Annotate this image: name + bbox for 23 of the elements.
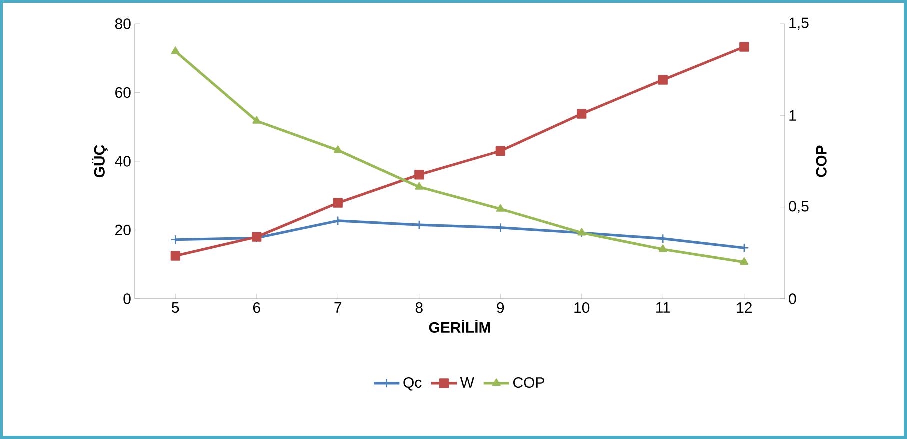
x-tick-label: 11 (656, 302, 670, 313)
x-tick-label: 7 (334, 302, 342, 313)
y-tick-label: 0 (124, 294, 131, 304)
legend-label: Qc (404, 377, 422, 391)
x-tick-label: 12 (737, 302, 752, 314)
y2-tick-label: 0 (789, 294, 796, 304)
y2-axis-title: COP (816, 146, 827, 178)
legend-label: COP (513, 377, 544, 388)
x-tick-label: 5 (172, 302, 180, 313)
legend-label: W (460, 378, 474, 388)
x-tick-label: 6 (253, 302, 260, 314)
x-tick-label: 9 (497, 302, 504, 314)
y2-tick-label: 1,5 (790, 18, 809, 30)
y-tick-label: 60 (116, 87, 131, 98)
y-axis-title: GÜÇ (92, 145, 108, 178)
y-tick-label: 40 (115, 156, 131, 167)
x-tick-label: 10 (574, 302, 590, 314)
x-tick-label: 8 (416, 302, 423, 314)
y-tick-label: 20 (116, 224, 131, 236)
x-axis-title: GERİLİM (429, 320, 490, 334)
y2-tick-label: 0,5 (789, 201, 809, 214)
y2-tick-label: 1 (790, 110, 796, 121)
y-tick-label: 80 (115, 18, 131, 30)
